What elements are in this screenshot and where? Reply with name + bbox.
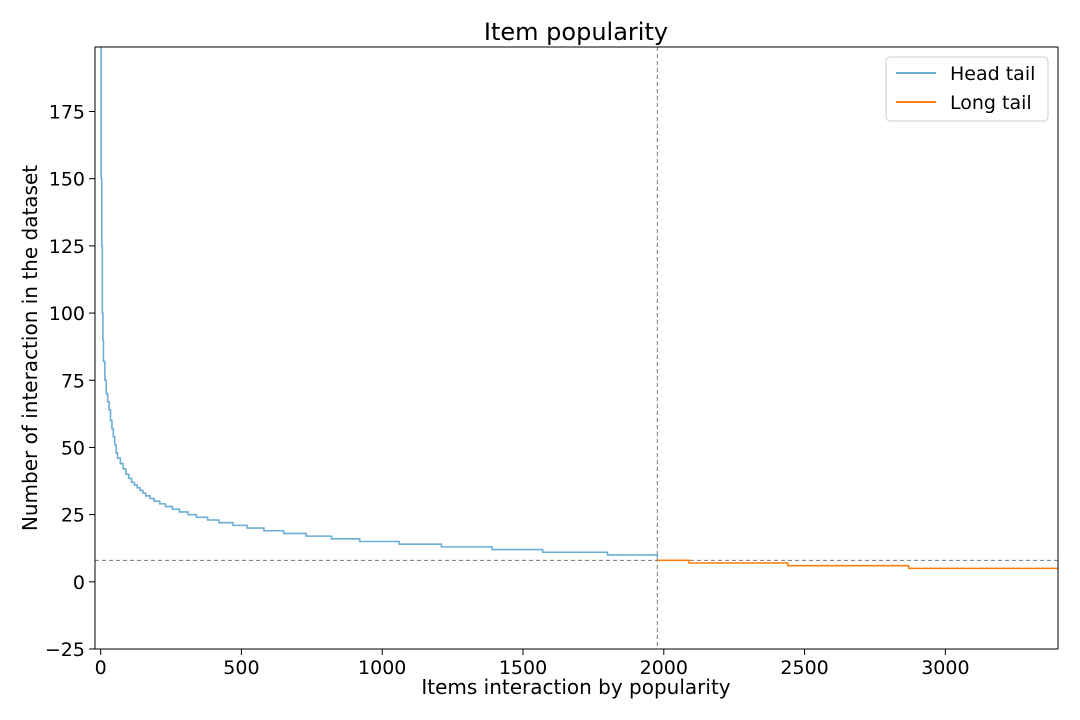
y-tick-label: −25 — [45, 639, 85, 661]
y-tick-label: 125 — [49, 236, 85, 258]
y-tick-label: 100 — [49, 303, 85, 325]
plot-area: 0 500 1000 1500 2000 2500 3000 −25 0 25 50 75 100 125… — [45, 46, 1059, 679]
y-tick-label: 150 — [49, 169, 85, 191]
chart-title: Item popularity — [484, 18, 668, 46]
plot-frame — [94, 46, 1059, 650]
series-line-long-tail — [657, 559, 1058, 570]
x-tick-label: 3000 — [921, 657, 969, 679]
series-line-head-tail — [100, 47, 659, 558]
x-tick-label: 500 — [223, 657, 259, 679]
y-tick-label: 175 — [49, 102, 85, 124]
x-tick-label: 2500 — [780, 657, 828, 679]
x-tick-label: 1500 — [499, 657, 547, 679]
y-tick-label: 50 — [61, 437, 85, 459]
legend-label-head-tail: Head tail — [950, 63, 1035, 85]
legend-label-long-tail: Long tail — [950, 92, 1032, 114]
y-tick-label: 75 — [61, 370, 85, 392]
legend: Head tail Long tail — [885, 56, 1049, 122]
x-tick-label: 2000 — [640, 657, 688, 679]
y-tick-label: 0 — [73, 572, 85, 594]
y-axis-label: Number of interaction in the dataset — [18, 165, 42, 531]
x-tick-label: 1000 — [358, 657, 406, 679]
x-tick-label: 0 — [95, 657, 107, 679]
x-axis-label: Items interaction by popularity — [421, 675, 730, 699]
y-tick-label: 25 — [61, 505, 85, 527]
